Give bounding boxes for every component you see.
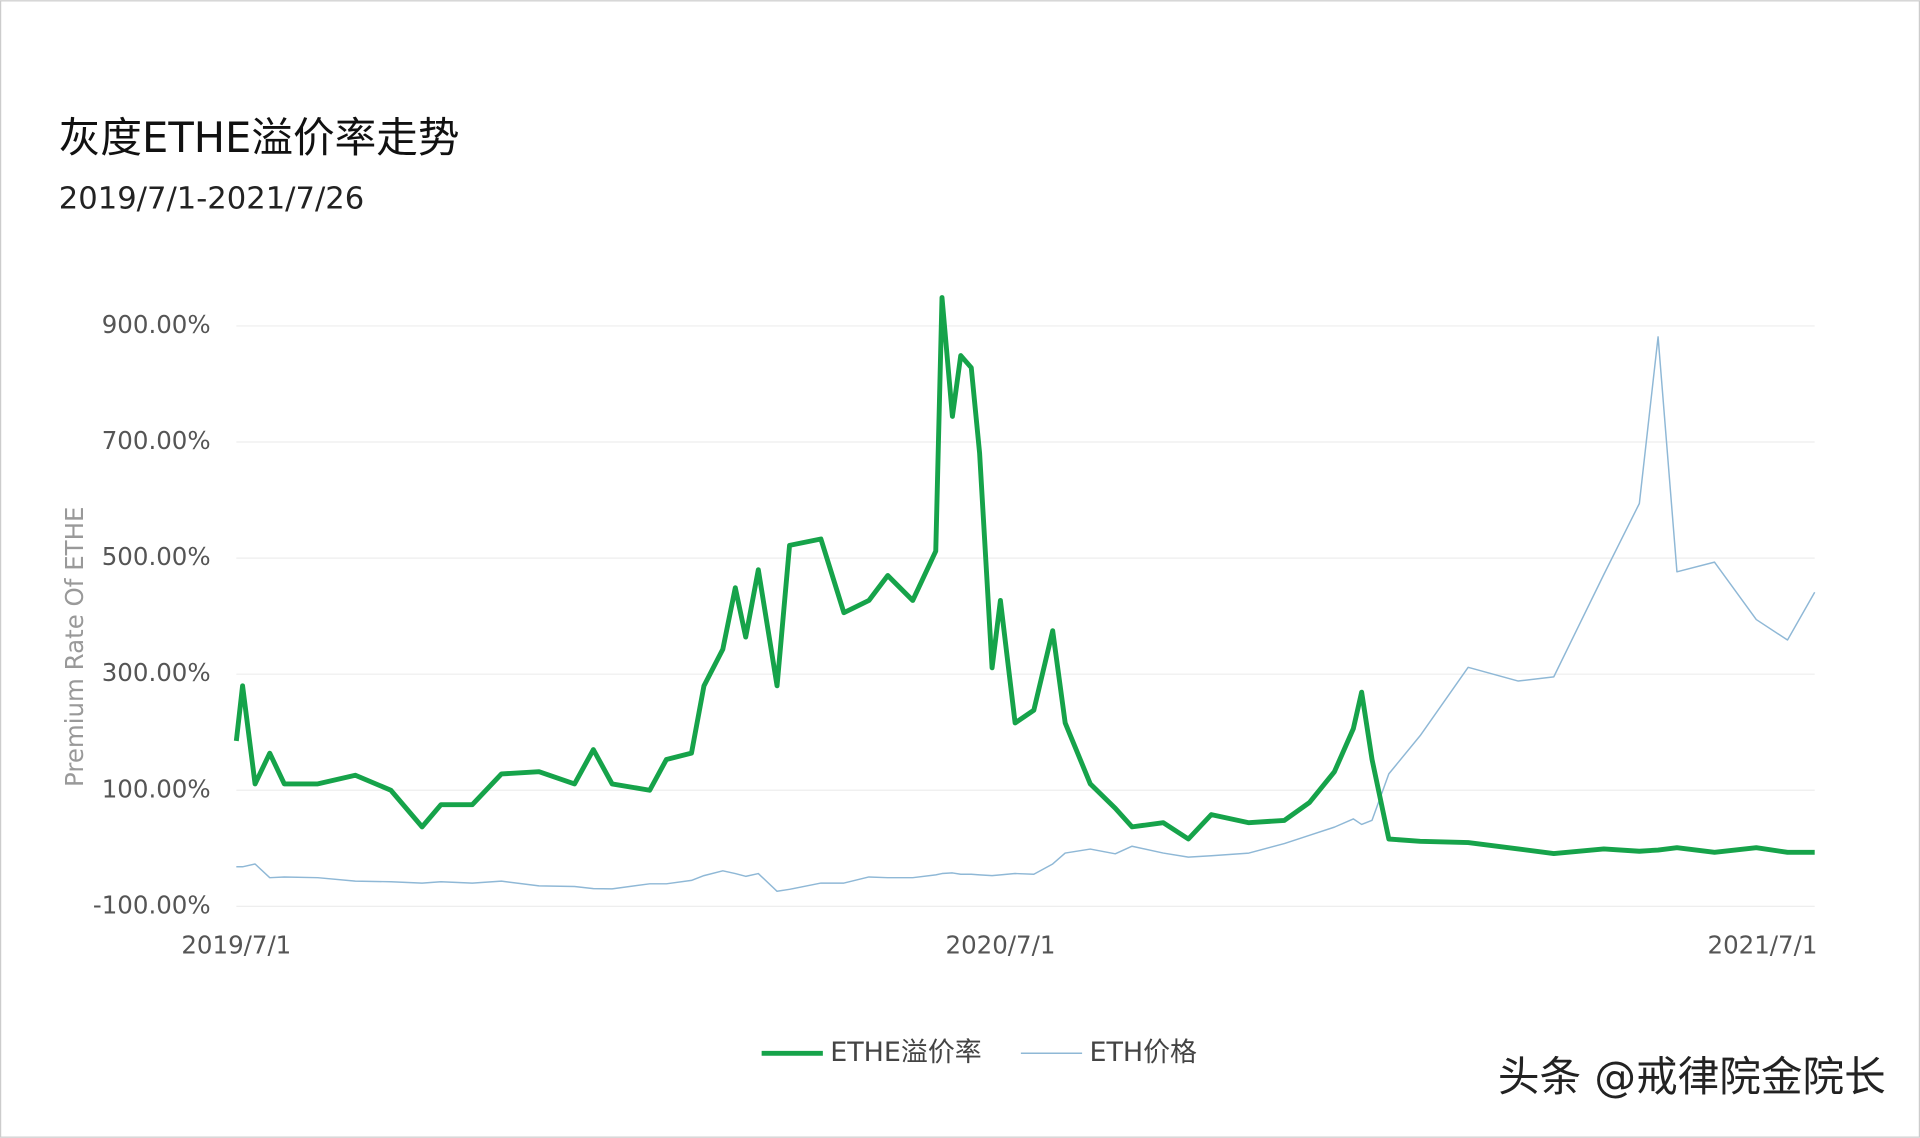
legend-label: ETH价格 bbox=[1089, 1037, 1197, 1068]
x-tick-label: 2021/7/1 bbox=[1708, 931, 1818, 960]
watermark: 头条 @戒律院金院长 bbox=[1498, 1052, 1886, 1101]
y-tick-label: 700.00% bbox=[102, 426, 211, 455]
y-tick-label: 900.00% bbox=[102, 310, 211, 339]
series-line bbox=[233, 295, 1815, 857]
x-tick-label: 2020/7/1 bbox=[946, 931, 1056, 960]
y-tick-label: 100.00% bbox=[102, 774, 211, 803]
series-line bbox=[236, 336, 1816, 893]
y-axis-label: Premium Rate Of ETHE bbox=[60, 507, 89, 787]
y-tick-label: 500.00% bbox=[102, 542, 211, 571]
chart-subtitle: 2019/7/1-2021/7/26 bbox=[59, 181, 364, 216]
x-tick-label: 2019/7/1 bbox=[181, 931, 291, 960]
chart-title: 灰度ETHE溢价率走势 bbox=[59, 113, 460, 162]
y-tick-label: 300.00% bbox=[102, 658, 211, 687]
legend-label: ETHE溢价率 bbox=[830, 1037, 981, 1068]
y-tick-label: -100.00% bbox=[93, 890, 211, 919]
